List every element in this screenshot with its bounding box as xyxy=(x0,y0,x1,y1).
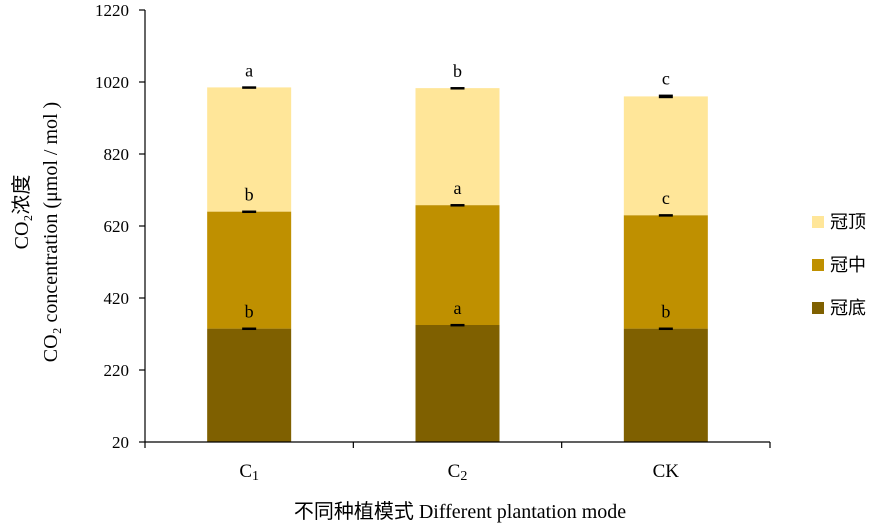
bar-C1-1 xyxy=(207,211,292,329)
y-tick-label-420: 420 xyxy=(104,289,130,308)
y-tick-label-20: 20 xyxy=(112,433,129,452)
error-bar-C1-2 xyxy=(242,86,257,89)
error-bar-C2-1 xyxy=(450,204,465,207)
bar-C2-2 xyxy=(415,88,500,206)
x-axis-title: 不同种植模式 Different plantation mode xyxy=(294,500,626,523)
bar-C1-2 xyxy=(207,87,292,212)
sig-letter-C1-1: b xyxy=(245,185,254,205)
y-tick-label-620: 620 xyxy=(104,217,130,236)
x-tick-label-C2: C2 xyxy=(448,461,468,484)
error-bar-CK-0 xyxy=(658,327,673,331)
sig-letter-C2-0: a xyxy=(454,298,462,318)
bars-group xyxy=(207,87,708,442)
sig-letter-C1-2: a xyxy=(245,60,253,80)
error-bar-C2-0 xyxy=(450,323,465,327)
sig-letter-C1-0: b xyxy=(245,302,254,322)
sig-letter-C2-2: b xyxy=(453,61,462,81)
y-tick-label-1220: 1220 xyxy=(95,1,129,20)
x-tick-label-CK: CK xyxy=(653,461,680,482)
y-tick-label-220: 220 xyxy=(104,361,130,380)
legend-swatch-冠顶 xyxy=(812,216,824,228)
bar-C2-0 xyxy=(415,325,500,442)
legend-label-冠顶: 冠顶 xyxy=(830,212,866,233)
y-axis-title-line1: CO₂浓度 xyxy=(10,175,33,250)
axes-group: C1 C2 CK 20 220 420 620 820 1020 1220 xyxy=(95,1,771,484)
sig-letter-CK-0: b xyxy=(661,302,670,322)
error-bar-CK-1 xyxy=(658,214,673,217)
y-tick-label-820: 820 xyxy=(104,145,130,164)
sig-letter-CK-2: c xyxy=(662,69,670,89)
sig-letter-C2-1: a xyxy=(454,178,462,198)
error-bar-C1-0 xyxy=(242,327,257,331)
bar-CK-2 xyxy=(623,96,708,216)
x-tick-label-C1: C1 xyxy=(239,461,259,484)
bar-CK-1 xyxy=(623,215,708,329)
bar-C1-0 xyxy=(207,328,292,442)
error-bar-C2-2 xyxy=(450,87,465,90)
legend-label-冠中: 冠中 xyxy=(830,255,866,276)
significance-letters-group: b b a a a b b c c xyxy=(245,60,671,321)
y-axis-title-line2: CO₂ concentration (μmol / mol ) xyxy=(40,102,62,362)
legend-swatch-冠中 xyxy=(812,259,824,271)
error-bar-CK-2 xyxy=(658,94,673,99)
bar-CK-0 xyxy=(623,328,708,442)
y-tick-label-1020: 1020 xyxy=(95,73,129,92)
error-bar-C1-1 xyxy=(242,210,257,214)
sig-letter-CK-1: c xyxy=(662,188,670,208)
error-bars-group xyxy=(242,86,673,331)
bar-C2-1 xyxy=(415,205,500,325)
legend-swatch-冠底 xyxy=(812,302,824,314)
legend-label-冠底: 冠底 xyxy=(830,298,866,319)
